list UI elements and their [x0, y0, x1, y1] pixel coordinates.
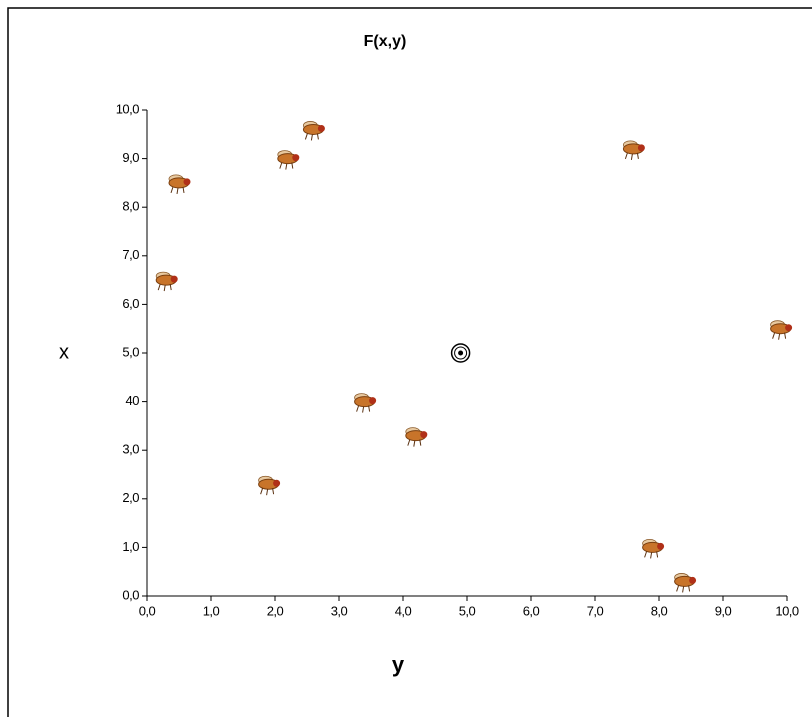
- point: [770, 320, 793, 340]
- point: [450, 343, 471, 363]
- point: [277, 150, 300, 170]
- point: [405, 427, 428, 447]
- point: [302, 121, 325, 141]
- y-axis-label: x: [59, 341, 69, 363]
- point: [155, 271, 178, 292]
- frame: [7, 7, 812, 722]
- point: [354, 393, 377, 413]
- fly-legs: [157, 283, 172, 292]
- fly-head: [657, 542, 665, 550]
- fly-legs: [260, 488, 275, 496]
- fly-legs: [356, 405, 371, 413]
- fly-head: [170, 275, 178, 283]
- chart-title: F(x,y): [364, 33, 407, 50]
- y-tick-label: 6,0: [122, 296, 139, 311]
- fly-head: [689, 576, 697, 584]
- y-tick-label: 10,0: [116, 101, 140, 116]
- x-tick-label: 8,0: [651, 603, 668, 618]
- fly-head: [292, 154, 300, 162]
- x-tick-label: 6,0: [523, 603, 540, 618]
- fly-legs: [279, 162, 294, 170]
- x-tick-label: 2,0: [267, 603, 284, 618]
- x-tick-label: 1,0: [203, 603, 220, 618]
- x-tick-label: 9,0: [715, 603, 732, 618]
- fly-legs: [304, 133, 319, 141]
- x-tick-label: 5,0: [459, 603, 476, 618]
- y-tick-label: 7,0: [122, 247, 139, 262]
- y-tick-label: 5,0: [122, 344, 139, 359]
- x-tick-label: 7,0: [587, 603, 604, 618]
- fly-head: [369, 397, 377, 405]
- fly-legs: [170, 186, 185, 194]
- point: [258, 475, 281, 496]
- fly-legs: [624, 152, 639, 160]
- y-tick-label: 9,0: [122, 150, 139, 165]
- fly-head: [420, 431, 428, 439]
- y-tick-label: 0,0: [122, 587, 139, 602]
- y-tick-label: 40: [126, 393, 140, 408]
- fly-legs: [407, 439, 422, 447]
- y-tick-label: 3,0: [122, 442, 139, 457]
- y-tick-label: 1,0: [122, 539, 139, 554]
- fly-head: [637, 144, 645, 152]
- point: [674, 573, 697, 593]
- point: [622, 140, 645, 160]
- y-tick-label: 2,0: [122, 490, 139, 505]
- x-tick-label: 4,0: [395, 603, 412, 618]
- target-dot: [458, 350, 464, 356]
- x-tick-label: 10,0: [775, 603, 799, 618]
- fly-legs: [676, 585, 691, 593]
- fly-head: [273, 479, 281, 487]
- x-axis-label: y: [392, 652, 405, 677]
- fly-legs: [644, 551, 659, 559]
- x-tick-label: 0,0: [139, 603, 156, 618]
- y-tick-label: 8,0: [122, 199, 139, 214]
- x-tick-label: 3,0: [331, 603, 348, 618]
- fly-head: [785, 324, 793, 332]
- fly-head: [183, 178, 191, 186]
- point: [168, 174, 191, 194]
- target-ring-inner: [454, 346, 468, 360]
- fly-legs: [772, 332, 787, 340]
- point: [642, 539, 665, 559]
- fly-head: [317, 124, 325, 132]
